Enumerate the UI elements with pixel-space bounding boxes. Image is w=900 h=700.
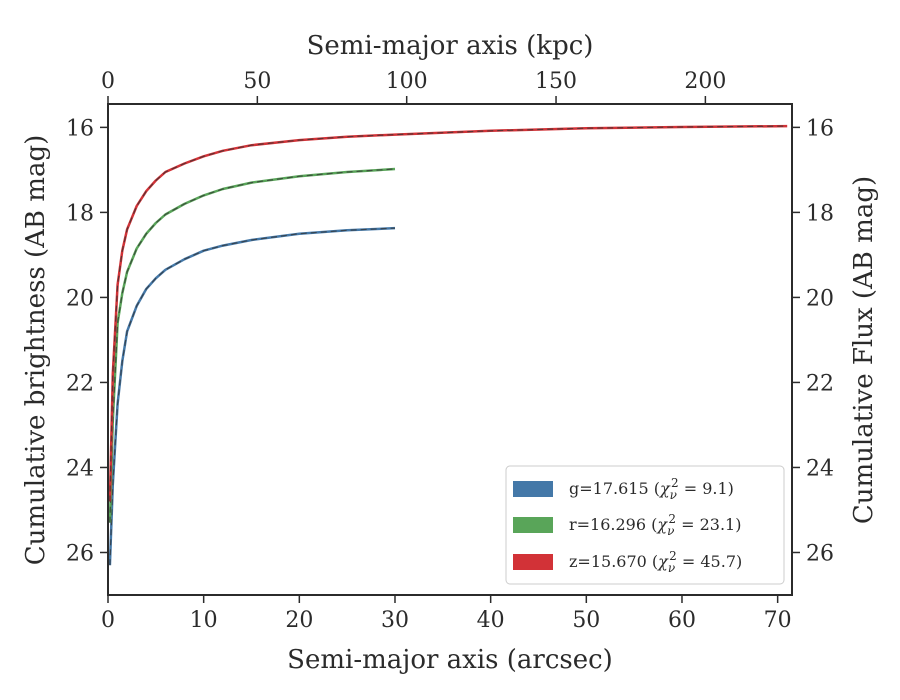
legend-swatch-r xyxy=(513,517,553,533)
x-tick-label: 60 xyxy=(668,608,696,633)
y-tick-label-right: 18 xyxy=(806,201,834,226)
legend-label-g: g=17.615 (χν2 = 9.1) xyxy=(569,476,734,502)
y-tick-label-right: 20 xyxy=(806,286,834,311)
y-tick-label-left: 18 xyxy=(66,201,94,226)
x-tick-label: 0 xyxy=(101,608,115,633)
legend-label-r: r=16.296 (χν2 = 23.1) xyxy=(569,512,741,538)
x-tick-label: 10 xyxy=(190,608,218,633)
top-tick-label: 100 xyxy=(386,69,428,94)
series-line-g xyxy=(108,226,396,566)
series-model-r xyxy=(109,168,396,523)
series-line-r xyxy=(108,167,396,523)
series-line-z xyxy=(108,124,788,502)
x-tick-label: 20 xyxy=(285,608,313,633)
x-tick-label: 30 xyxy=(381,608,409,633)
x-tick-label: 70 xyxy=(764,608,792,633)
top-tick-label: 150 xyxy=(535,69,577,94)
y-axis-title-right: Cumulative Flux (AB mag) xyxy=(849,176,879,524)
legend: g=17.615 (χν2 = 9.1) r=16.296 (χν2 = 23.… xyxy=(505,465,785,585)
y-tick-label-right: 26 xyxy=(806,541,834,566)
y-tick-label-left: 20 xyxy=(66,286,94,311)
x-axis-title-top: Semi-major axis (kpc) xyxy=(307,31,594,61)
curves-layer xyxy=(108,124,788,566)
y-tick-label-left: 24 xyxy=(66,456,94,481)
y-tick-label-right: 24 xyxy=(806,456,834,481)
legend-label-z: z=15.670 (χν2 = 45.7) xyxy=(569,549,742,575)
top-tick-label: 0 xyxy=(101,69,115,94)
y-tick-label-left: 22 xyxy=(66,371,94,396)
series-model-z xyxy=(109,125,788,502)
y-tick-label-left: 26 xyxy=(66,541,94,566)
x-axis-title-bottom: Semi-major axis (arcsec) xyxy=(287,645,613,675)
legend-swatch-g xyxy=(513,481,553,497)
legend-swatch-z xyxy=(513,554,553,570)
legend-frame xyxy=(505,465,785,585)
y-axis-title-left: Cumulative brightness (AB mag) xyxy=(21,135,51,566)
y-tick-label-right: 16 xyxy=(806,116,834,141)
x-tick-label: 40 xyxy=(477,608,505,633)
y-tick-label-right: 22 xyxy=(806,371,834,396)
y-tick-label-left: 16 xyxy=(66,116,94,141)
x-tick-label: 50 xyxy=(572,608,600,633)
plot-frame xyxy=(107,103,793,596)
series-model-g xyxy=(109,227,396,566)
top-tick-label: 50 xyxy=(243,69,271,94)
top-tick-label: 200 xyxy=(684,69,726,94)
ticks-layer: 0 10 20 30 40 50 60 70 0 50 100 150 200 16 16 18 18 20 20 2… xyxy=(66,69,834,633)
